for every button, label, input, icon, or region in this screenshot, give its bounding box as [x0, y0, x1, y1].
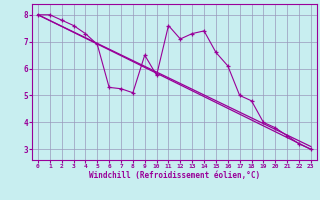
X-axis label: Windchill (Refroidissement éolien,°C): Windchill (Refroidissement éolien,°C) [89, 171, 260, 180]
